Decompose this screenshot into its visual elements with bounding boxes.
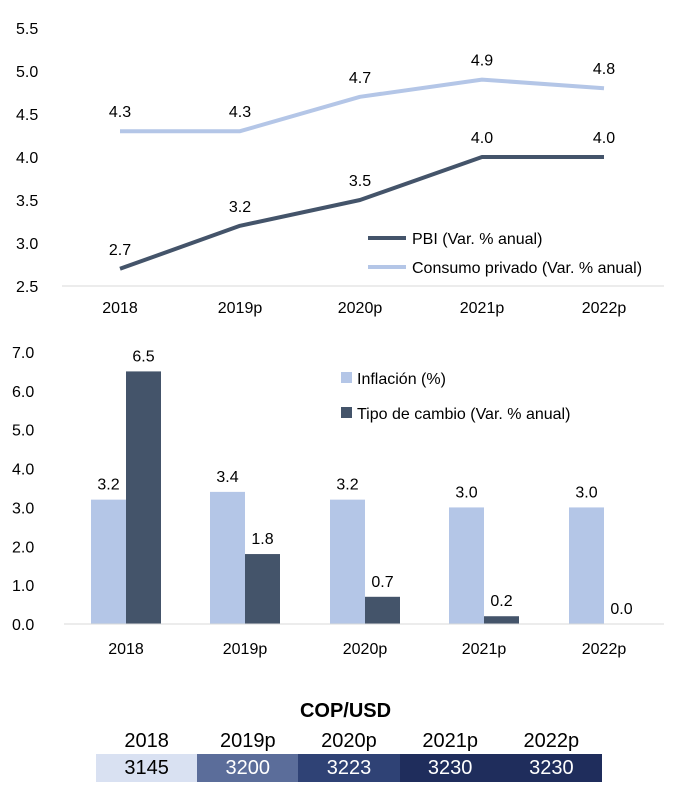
- line-x-tick-2021p: 2021p: [460, 300, 505, 317]
- line-y-tick-4-5: 4.5: [16, 107, 38, 124]
- bar-data-label-inflacion-2022p: 3.0: [575, 484, 597, 501]
- line-data-label-consumo-2022p: 4.8: [593, 61, 615, 78]
- bar-y-tick-6-0: 6.0: [12, 384, 34, 401]
- bar-x-tick-2021p: 2021p: [462, 641, 507, 658]
- bar-x-tick-2020p: 2020p: [343, 641, 388, 658]
- bar-data-label-inflacion-2021p: 3.0: [455, 484, 477, 501]
- line-data-label-pbi-2019p: 3.2: [229, 199, 251, 216]
- bar-data-label-inflacion-2019p: 3.4: [216, 469, 238, 486]
- bar-tipo-de-cambio-2021p: [484, 616, 519, 624]
- bar-y-tick-0-0: 0.0: [12, 617, 34, 634]
- bar-x-tick-2022p: 2022p: [582, 641, 627, 658]
- cop-usd-value-2020p: 3223: [298, 754, 400, 782]
- bar-data-label-tipo-de-cambio-2018: 6.5: [132, 348, 154, 365]
- bar-inflacion-2021p: [449, 507, 484, 624]
- bar-data-label-inflacion-2020p: 3.2: [336, 477, 358, 494]
- bar-tipo-de-cambio-2018: [126, 371, 161, 624]
- bar-legend-swatch-tipo-de-cambio: [341, 407, 352, 418]
- line-x-tick-2019p: 2019p: [218, 300, 263, 317]
- cop-usd-year-row: 2018 2019p 2020p 2021p 2022p: [96, 728, 602, 754]
- line-data-label-pbi-2022p: 4.0: [593, 130, 615, 147]
- line-data-label-pbi-2018: 2.7: [109, 242, 131, 259]
- cop-usd-value-2019p: 3200: [197, 754, 299, 782]
- line-y-tick-5-5: 5.5: [16, 21, 38, 38]
- line-x-tick-2020p: 2020p: [338, 300, 383, 317]
- figure: 2.5 3.0 3.5 4.0 4.5 5.0 5.5 2018 2019p 2020p 2021p…: [12, 21, 664, 658]
- bar-y-tick-3-0: 3.0: [12, 500, 34, 517]
- line-legend-label-pbi: PBI (Var. % anual): [412, 231, 542, 248]
- bar-data-label-tipo-de-cambio-2020p: 0.7: [371, 574, 393, 591]
- cop-usd-year-2018: 2018: [124, 730, 169, 752]
- cop-usd-value-2018: 3145: [96, 754, 198, 782]
- bar-inflacion-2020p: [330, 499, 365, 624]
- line-data-label-pbi-2020p: 3.5: [349, 173, 371, 190]
- cop-usd-value-2022p: 3230: [500, 754, 602, 782]
- line-legend-label-consumo-privado: Consumo privado (Var. % anual): [412, 260, 642, 277]
- bar-legend-label-tipo-de-cambio: Tipo de cambio (Var. % anual): [357, 406, 570, 423]
- line-y-tick-3-5: 3.5: [16, 193, 38, 210]
- bar-y-tick-4-0: 4.0: [12, 462, 34, 479]
- line-y-tick-2-5: 2.5: [16, 279, 38, 296]
- bar-tipo-de-cambio-2020p: [365, 596, 400, 624]
- bar-data-label-tipo-de-cambio-2021p: 0.2: [490, 593, 512, 610]
- bar-x-tick-2019p: 2019p: [223, 641, 268, 658]
- bar-y-tick-2-0: 2.0: [12, 539, 34, 556]
- line-data-label-pbi-2021p: 4.0: [471, 130, 493, 147]
- line-series-consumo-privado: [120, 77, 605, 134]
- line-data-label-consumo-2020p: 4.7: [349, 70, 371, 87]
- line-y-tick-3-0: 3.0: [16, 236, 38, 253]
- cop-usd-year-2022p: 2022p: [523, 730, 580, 752]
- line-data-label-consumo-2021p: 4.9: [471, 53, 493, 70]
- line-data-label-consumo-2018: 4.3: [109, 104, 131, 121]
- bar-inflacion-2019p: [210, 491, 245, 624]
- cop-usd-title: COP/USD: [299, 700, 392, 722]
- cop-usd-table: 2018 2019p 2020p 2021p 2022p 3145 3200 3…: [96, 728, 602, 782]
- cop-usd-value-2021p: 3230: [399, 754, 501, 782]
- bar-y-tick-7-0: 7.0: [12, 345, 34, 362]
- cop-usd-value-row: 3145 3200 3223 3230 3230: [96, 754, 602, 782]
- line-x-tick-2022p: 2022p: [582, 300, 627, 317]
- line-y-tick-4-0: 4.0: [16, 150, 38, 167]
- bar-data-label-inflacion-2018: 3.2: [97, 477, 119, 494]
- bar-y-tick-5-0: 5.0: [12, 423, 34, 440]
- bar-inflacion-2022p: [569, 507, 604, 624]
- line-x-tick-2018: 2018: [102, 300, 138, 317]
- cop-usd-year-2021p: 2021p: [422, 730, 478, 752]
- cop-usd-year-2019p: 2019p: [219, 730, 276, 752]
- line-y-tick-5-0: 5.0: [16, 64, 38, 81]
- cop-usd-year-2020p: 2020p: [321, 730, 377, 752]
- bar-y-tick-1-0: 1.0: [12, 578, 34, 595]
- bar-legend-label-inflacion: Inflación (%): [357, 371, 446, 388]
- line-series-pbi: [119, 155, 604, 271]
- bar-x-tick-2018: 2018: [108, 641, 144, 658]
- bar-inflacion-2018: [91, 499, 126, 624]
- line-chart: 2.5 3.0 3.5 4.0 4.5 5.0 5.5 2018 2019p 2020p 2021p…: [16, 21, 664, 317]
- bar-data-label-tipo-de-cambio-2022p: 0.0: [610, 601, 632, 618]
- line-data-label-consumo-2019p: 4.3: [229, 104, 251, 121]
- bar-tipo-de-cambio-2019p: [245, 554, 280, 624]
- bar-legend-swatch-inflacion: [341, 372, 352, 383]
- bar-data-label-tipo-de-cambio-2019p: 1.8: [251, 531, 273, 548]
- bar-chart: 0.0 1.0 2.0 3.0 4.0 5.0 6.0 7.0 2018 2019p 2020p 20…: [12, 345, 664, 658]
